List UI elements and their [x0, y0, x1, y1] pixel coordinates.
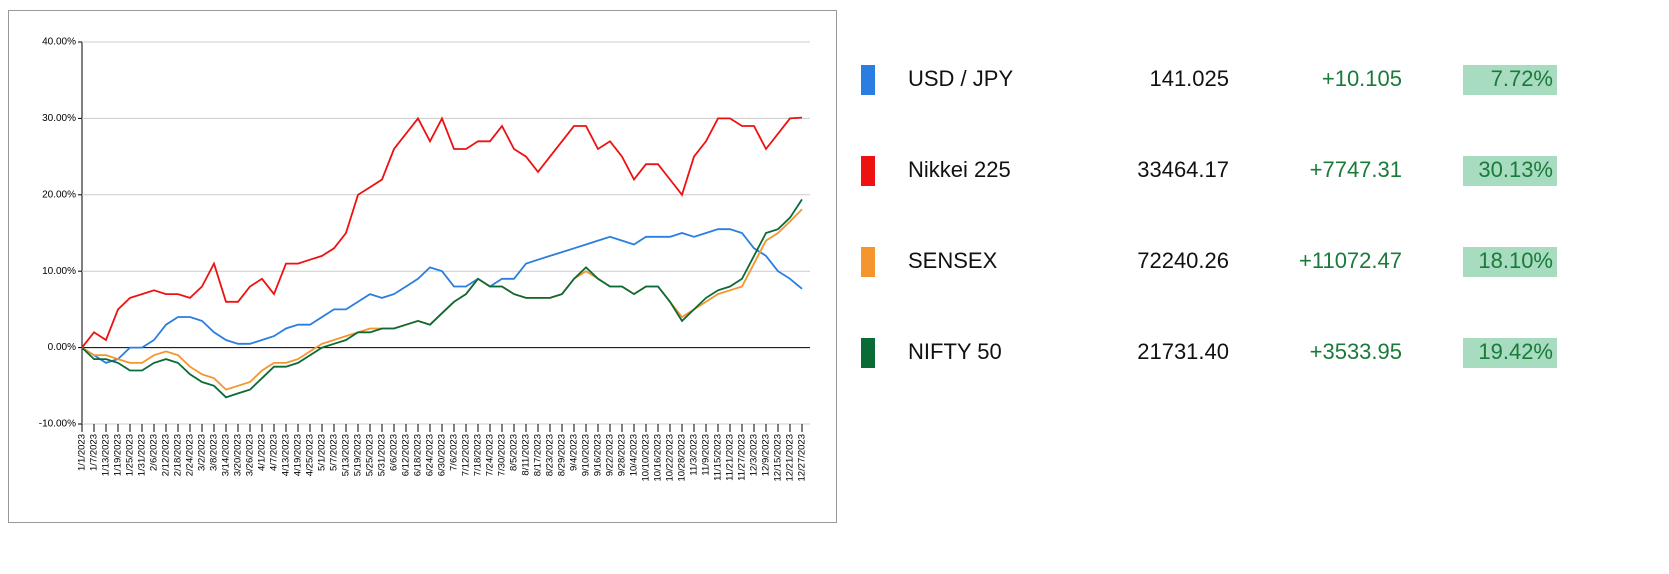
chart-frame — [8, 10, 837, 523]
x-tick-label: 3/8/2023 — [209, 434, 220, 471]
change: +11072.47 — [1299, 248, 1402, 273]
x-tick-label: 1/13/2023 — [101, 434, 112, 476]
x-tick-label: 12/9/2023 — [761, 434, 772, 476]
y-tick-label: 40.00% — [42, 37, 76, 48]
x-tick-label: 11/3/2023 — [689, 434, 700, 476]
legend-swatch — [861, 247, 875, 277]
y-tick-label: 30.00% — [42, 113, 76, 124]
y-tick-label: -10.00% — [39, 419, 76, 430]
price: 33464.17 — [1137, 157, 1229, 182]
percent: 7.72% — [1491, 66, 1553, 91]
x-tick-label: 6/24/2023 — [425, 434, 436, 476]
percent-bg — [1463, 156, 1557, 186]
series-line — [81, 228, 803, 364]
legend-label: USD / JPY — [908, 66, 1013, 91]
x-tick-label: 7/18/2023 — [473, 434, 484, 476]
x-tick-label: 5/1/2023 — [317, 434, 328, 471]
price: 141.025 — [1149, 66, 1229, 91]
x-tick-label: 5/19/2023 — [353, 434, 364, 476]
x-tick-label: 3/20/2023 — [233, 434, 244, 476]
legend-label: SENSEX — [908, 248, 998, 273]
x-tick-label: 6/30/2023 — [437, 434, 448, 476]
x-tick-label: 12/27/2023 — [797, 434, 808, 482]
x-tick-label: 4/13/2023 — [281, 434, 292, 476]
x-tick-label: 10/28/2023 — [677, 434, 688, 482]
x-tick-label: 7/6/2023 — [449, 434, 460, 471]
x-tick-label: 8/5/2023 — [509, 434, 520, 471]
x-tick-label: 6/12/2023 — [401, 434, 412, 476]
x-tick-label: 8/11/2023 — [521, 434, 532, 476]
x-tick-label: 5/31/2023 — [377, 434, 388, 476]
series-line — [81, 116, 803, 349]
x-tick-label: 7/12/2023 — [461, 434, 472, 476]
x-tick-label: 11/21/2023 — [725, 434, 736, 481]
x-tick-label: 11/15/2023 — [713, 434, 724, 481]
legend-swatch — [861, 338, 875, 368]
x-tick-label: 2/6/2023 — [149, 434, 160, 471]
x-tick-label: 1/25/2023 — [125, 434, 136, 476]
x-tick-label: 11/9/2023 — [701, 434, 712, 476]
x-tick-label: 3/2/2023 — [197, 434, 208, 471]
x-tick-label: 3/14/2023 — [221, 434, 232, 476]
price: 21731.40 — [1137, 339, 1229, 364]
legend-swatch — [861, 65, 875, 95]
price: 72240.26 — [1137, 248, 1229, 273]
x-tick-label: 4/7/2023 — [269, 434, 280, 471]
change: +3533.95 — [1310, 339, 1402, 364]
x-tick-label: 7/24/2023 — [485, 434, 496, 476]
percent: 18.10% — [1478, 248, 1553, 273]
x-tick-label: 5/7/2023 — [329, 434, 340, 471]
percent: 30.13% — [1478, 157, 1553, 182]
x-tick-label: 9/28/2023 — [617, 434, 628, 476]
x-tick-label: 9/4/2023 — [569, 434, 580, 471]
x-tick-label: 1/1/2023 — [77, 434, 88, 471]
x-tick-label: 6/18/2023 — [413, 434, 424, 476]
x-tick-label: 8/29/2023 — [557, 434, 568, 476]
x-tick-label: 2/18/2023 — [173, 434, 184, 476]
change: +7747.31 — [1310, 157, 1402, 182]
x-tick-label: 10/4/2023 — [629, 434, 640, 476]
x-tick-label: 9/22/2023 — [605, 434, 616, 476]
x-tick-label: 4/25/2023 — [305, 434, 316, 476]
x-tick-label: 6/6/2023 — [389, 434, 400, 471]
percent: 19.42% — [1478, 339, 1553, 364]
percent-bg — [1463, 247, 1557, 277]
x-tick-label: 4/1/2023 — [257, 434, 268, 471]
x-tick-label: 3/26/2023 — [245, 434, 256, 476]
x-tick-label: 5/25/2023 — [365, 434, 376, 476]
x-tick-label: 12/3/2023 — [749, 434, 760, 476]
x-tick-label: 11/27/2023 — [737, 434, 748, 481]
x-tick-label: 8/17/2023 — [533, 434, 544, 476]
x-tick-label: 9/16/2023 — [593, 434, 604, 476]
x-tick-label: 1/31/2023 — [137, 434, 148, 476]
x-tick-label: 7/30/2023 — [497, 434, 508, 476]
x-tick-label: 2/24/2023 — [185, 434, 196, 476]
x-tick-label: 1/7/2023 — [89, 434, 100, 471]
legend-label: Nikkei 225 — [908, 157, 1011, 182]
x-tick-label: 10/10/2023 — [641, 434, 652, 482]
x-tick-label: 5/13/2023 — [341, 434, 352, 476]
percent-bg — [1463, 338, 1557, 368]
y-tick-label: 10.00% — [42, 266, 76, 277]
series-line — [81, 198, 803, 399]
percent-bg — [1463, 65, 1557, 95]
x-tick-label: 4/19/2023 — [293, 434, 304, 476]
y-tick-label: 0.00% — [48, 342, 76, 353]
change: +10.105 — [1322, 66, 1402, 91]
x-tick-label: 10/22/2023 — [665, 434, 676, 482]
x-tick-label: 12/21/2023 — [785, 434, 796, 482]
x-tick-label: 12/15/2023 — [773, 434, 784, 482]
legend-swatch — [861, 156, 875, 186]
x-tick-label: 2/12/2023 — [161, 434, 172, 476]
y-tick-label: 20.00% — [42, 189, 76, 200]
x-tick-label: 10/16/2023 — [653, 434, 664, 482]
x-tick-label: 9/10/2023 — [581, 434, 592, 476]
legend-label: NIFTY 50 — [908, 339, 1002, 364]
x-tick-label: 8/23/2023 — [545, 434, 556, 476]
x-tick-label: 1/19/2023 — [113, 434, 124, 476]
